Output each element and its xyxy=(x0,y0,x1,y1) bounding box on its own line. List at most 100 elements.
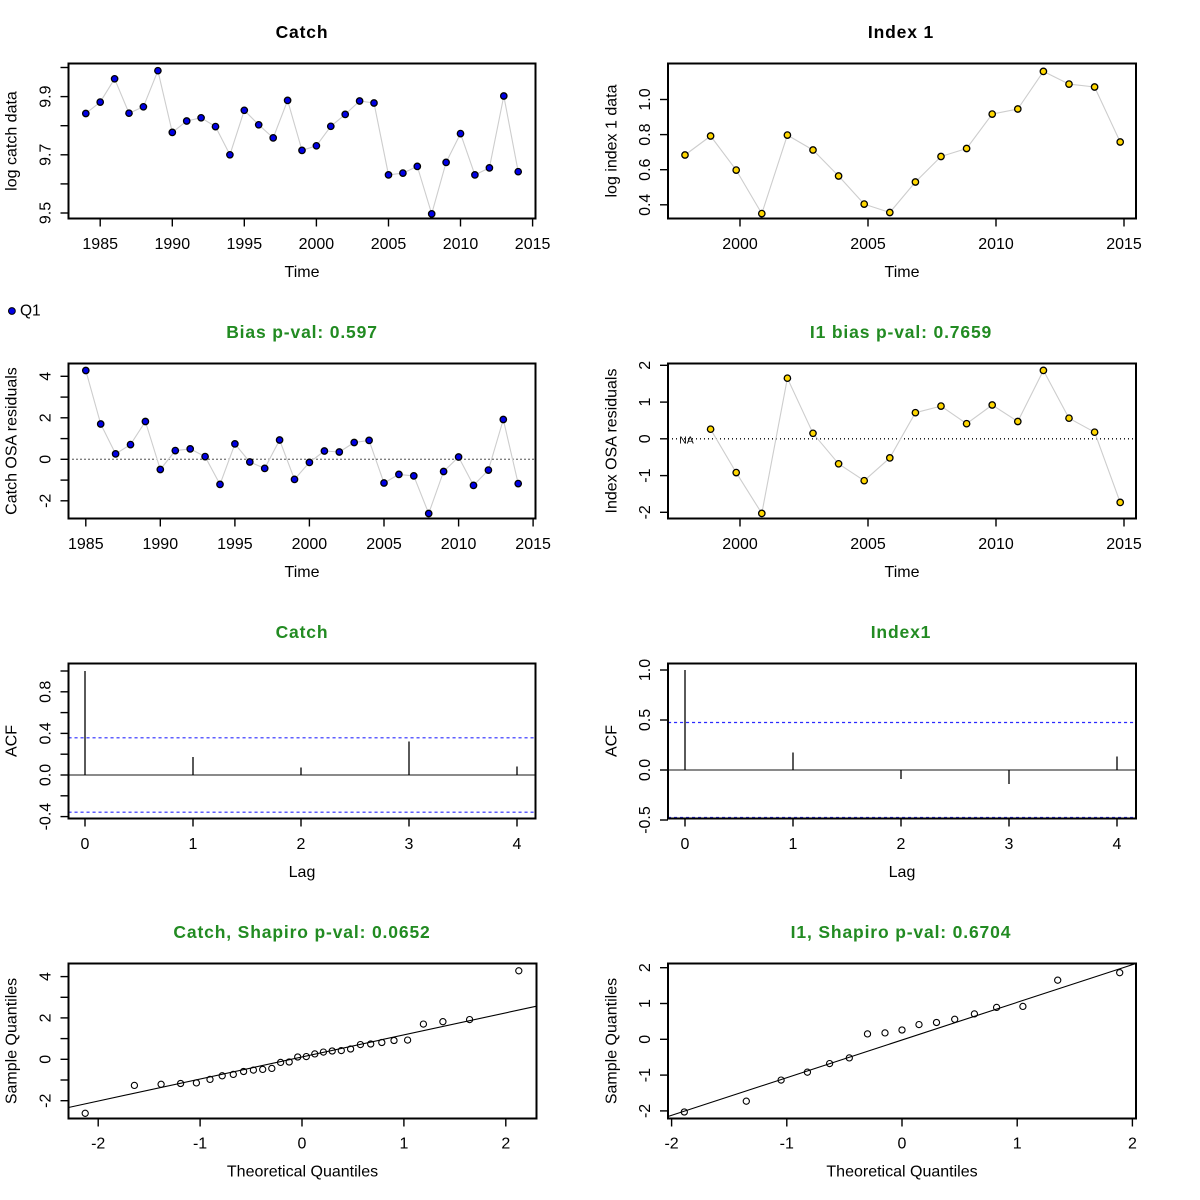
svg-text:Time: Time xyxy=(885,264,920,281)
svg-text:2: 2 xyxy=(637,361,654,370)
svg-text:2010: 2010 xyxy=(978,236,1014,253)
svg-text:1: 1 xyxy=(789,836,798,853)
svg-text:2005: 2005 xyxy=(850,536,886,553)
svg-text:Catch, Shapiro p-val: 0.0652: Catch, Shapiro p-val: 0.0652 xyxy=(173,922,430,942)
svg-text:0: 0 xyxy=(681,836,690,853)
svg-text:ACF: ACF xyxy=(4,725,21,757)
svg-text:2: 2 xyxy=(637,963,654,972)
svg-text:2010: 2010 xyxy=(441,536,477,553)
svg-text:-1: -1 xyxy=(193,1136,207,1153)
svg-text:Catch: Catch xyxy=(276,622,329,642)
svg-text:0.8: 0.8 xyxy=(637,123,654,145)
svg-text:0: 0 xyxy=(38,1055,55,1064)
svg-text:0: 0 xyxy=(81,836,90,853)
svg-text:1985: 1985 xyxy=(68,536,104,553)
svg-text:9.9: 9.9 xyxy=(38,85,55,107)
svg-text:2: 2 xyxy=(501,1136,510,1153)
svg-text:1.0: 1.0 xyxy=(637,659,654,681)
svg-text:1: 1 xyxy=(1013,1136,1022,1153)
svg-text:-1: -1 xyxy=(780,1136,794,1153)
svg-text:1995: 1995 xyxy=(227,236,263,253)
svg-text:0.4: 0.4 xyxy=(637,194,654,216)
svg-text:Lag: Lag xyxy=(289,864,316,881)
svg-text:2015: 2015 xyxy=(1106,536,1142,553)
svg-text:-0.4: -0.4 xyxy=(38,803,55,831)
svg-text:0.8: 0.8 xyxy=(38,681,55,703)
svg-text:2: 2 xyxy=(38,1013,55,1022)
svg-text:-2: -2 xyxy=(38,494,55,508)
svg-text:Sample Quantiles: Sample Quantiles xyxy=(4,978,21,1104)
svg-text:2: 2 xyxy=(897,836,906,853)
svg-text:-2: -2 xyxy=(637,505,654,519)
svg-text:0.5: 0.5 xyxy=(637,709,654,731)
svg-text:1.0: 1.0 xyxy=(637,88,654,110)
svg-text:2: 2 xyxy=(297,836,306,853)
svg-text:-1: -1 xyxy=(637,1068,654,1082)
svg-text:2005: 2005 xyxy=(366,536,402,553)
svg-text:0.0: 0.0 xyxy=(38,764,55,786)
svg-text:Lag: Lag xyxy=(889,864,916,881)
svg-text:0.6: 0.6 xyxy=(637,158,654,180)
svg-text:log catch data: log catch data xyxy=(4,91,21,191)
svg-text:ACF: ACF xyxy=(604,725,621,757)
svg-text:Time: Time xyxy=(285,264,320,281)
svg-text:Time: Time xyxy=(885,564,920,581)
svg-text:1: 1 xyxy=(637,999,654,1008)
svg-text:2005: 2005 xyxy=(850,236,886,253)
svg-text:NA: NA xyxy=(679,435,694,447)
svg-text:2000: 2000 xyxy=(292,536,328,553)
svg-text:1: 1 xyxy=(189,836,198,853)
svg-text:2015: 2015 xyxy=(515,236,551,253)
svg-text:0.4: 0.4 xyxy=(38,722,55,744)
svg-text:2015: 2015 xyxy=(1106,236,1142,253)
svg-text:2000: 2000 xyxy=(722,236,758,253)
svg-text:3: 3 xyxy=(1005,836,1014,853)
svg-text:0.0: 0.0 xyxy=(637,759,654,781)
svg-text:3: 3 xyxy=(405,836,414,853)
svg-text:2005: 2005 xyxy=(371,236,407,253)
svg-text:0: 0 xyxy=(637,1035,654,1044)
svg-text:1990: 1990 xyxy=(143,536,179,553)
svg-text:Theoretical Quantiles: Theoretical Quantiles xyxy=(826,1164,977,1181)
svg-text:9.7: 9.7 xyxy=(38,144,55,166)
svg-text:-2: -2 xyxy=(91,1136,105,1153)
svg-text:Index1: Index1 xyxy=(871,622,932,642)
svg-text:1: 1 xyxy=(637,398,654,407)
svg-text:4: 4 xyxy=(38,372,55,381)
svg-text:Sample Quantiles: Sample Quantiles xyxy=(604,978,621,1104)
svg-text:Index OSA residuals: Index OSA residuals xyxy=(604,369,621,514)
svg-text:1995: 1995 xyxy=(217,536,253,553)
svg-text:1985: 1985 xyxy=(82,236,118,253)
svg-text:Index 1: Index 1 xyxy=(868,22,934,42)
svg-text:log index 1 data: log index 1 data xyxy=(604,84,621,197)
svg-text:Q1: Q1 xyxy=(20,303,41,320)
svg-text:4: 4 xyxy=(1113,836,1122,853)
svg-text:2000: 2000 xyxy=(299,236,335,253)
svg-text:4: 4 xyxy=(38,972,55,981)
svg-text:1: 1 xyxy=(399,1136,408,1153)
svg-text:1990: 1990 xyxy=(155,236,191,253)
svg-text:-2: -2 xyxy=(637,1104,654,1118)
svg-text:Catch OSA residuals: Catch OSA residuals xyxy=(4,367,21,515)
svg-text:2000: 2000 xyxy=(722,536,758,553)
svg-text:I1, Shapiro p-val: 0.6704: I1, Shapiro p-val: 0.6704 xyxy=(791,922,1012,942)
svg-text:2: 2 xyxy=(38,413,55,422)
svg-text:Theoretical Quantiles: Theoretical Quantiles xyxy=(227,1164,378,1181)
svg-text:9.5: 9.5 xyxy=(38,202,55,224)
svg-text:2010: 2010 xyxy=(443,236,479,253)
svg-text:0: 0 xyxy=(898,1136,907,1153)
svg-text:0: 0 xyxy=(637,434,654,443)
svg-text:Bias p-val: 0.597: Bias p-val: 0.597 xyxy=(226,322,378,342)
svg-text:-0.5: -0.5 xyxy=(637,806,654,834)
svg-text:0: 0 xyxy=(38,455,55,464)
svg-text:2: 2 xyxy=(1128,1136,1137,1153)
svg-text:-2: -2 xyxy=(38,1093,55,1107)
svg-text:Catch: Catch xyxy=(276,22,329,42)
svg-text:0: 0 xyxy=(298,1136,307,1153)
svg-text:-2: -2 xyxy=(664,1136,678,1153)
svg-text:I1 bias p-val: 0.7659: I1 bias p-val: 0.7659 xyxy=(810,322,992,342)
svg-text:2015: 2015 xyxy=(515,536,551,553)
svg-text:4: 4 xyxy=(513,836,522,853)
svg-text:2010: 2010 xyxy=(978,536,1014,553)
svg-text:-1: -1 xyxy=(637,468,654,482)
